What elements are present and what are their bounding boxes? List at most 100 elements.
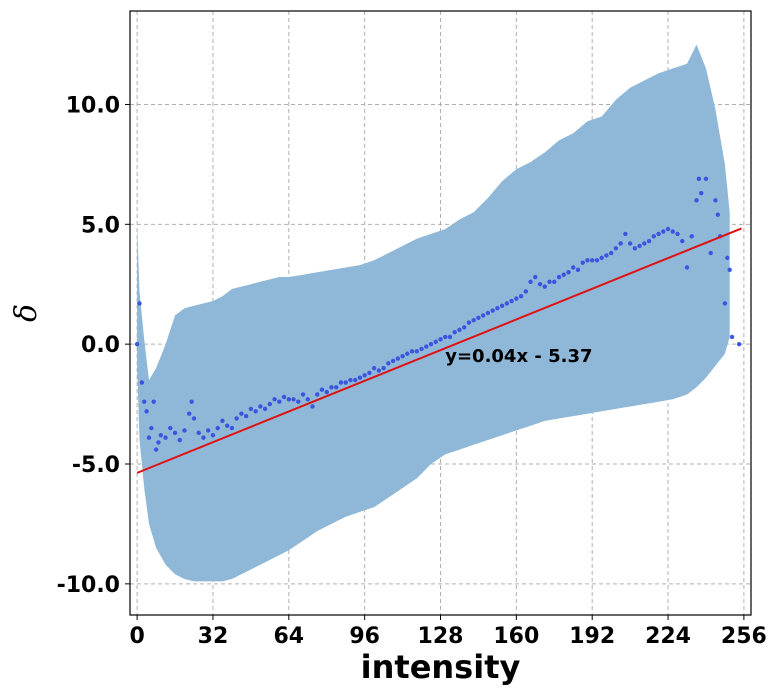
- data-point: [623, 231, 628, 237]
- data-point: [604, 253, 609, 258]
- data-point: [172, 430, 178, 436]
- data-point: [537, 282, 543, 287]
- data-point: [680, 238, 685, 244]
- data-point: [158, 433, 164, 438]
- x-tick-label: 128: [418, 624, 464, 649]
- data-point: [291, 397, 296, 402]
- data-point: [371, 365, 377, 371]
- data-point: [457, 327, 462, 332]
- data-point: [665, 226, 671, 232]
- data-point: [613, 246, 619, 251]
- x-tick-label: 256: [721, 624, 767, 649]
- data-point: [395, 356, 401, 361]
- data-point: [696, 176, 702, 181]
- data-point: [248, 406, 254, 412]
- x-tick-label: 224: [645, 624, 691, 649]
- data-point: [381, 365, 386, 371]
- data-point: [736, 341, 742, 347]
- data-point: [215, 425, 220, 431]
- data-point: [409, 349, 415, 354]
- data-point: [708, 250, 713, 256]
- data-point: [552, 279, 557, 285]
- data-point: [272, 397, 277, 402]
- data-point: [504, 301, 510, 306]
- data-point: [324, 389, 329, 395]
- data-point: [675, 231, 680, 237]
- data-point: [390, 358, 396, 364]
- data-point: [281, 394, 287, 400]
- data-point: [462, 325, 467, 330]
- data-point: [727, 267, 732, 273]
- data-point: [509, 298, 514, 304]
- x-tick-label: 160: [493, 624, 539, 649]
- data-point: [357, 375, 363, 380]
- x-axis-label: intensity: [361, 648, 521, 686]
- data-point: [296, 399, 301, 404]
- data-point: [201, 435, 206, 440]
- data-point: [134, 341, 140, 347]
- y-tick-label: 5.0: [81, 213, 120, 238]
- data-point: [258, 404, 263, 409]
- fit-line: [136, 227, 742, 474]
- confidence-band: [137, 44, 730, 582]
- data-point: [348, 377, 353, 383]
- data-point: [542, 284, 547, 289]
- data-point: [495, 306, 500, 311]
- data-point: [206, 428, 211, 433]
- data-point: [300, 392, 306, 397]
- data-point: [319, 387, 325, 392]
- x-tick-label: 0: [129, 624, 144, 649]
- data-point: [243, 413, 249, 419]
- data-point: [528, 279, 533, 285]
- data-point: [329, 385, 334, 390]
- data-point: [414, 349, 419, 354]
- data-points: [134, 176, 742, 452]
- data-point: [618, 241, 623, 246]
- data-point: [490, 308, 495, 313]
- data-point: [656, 231, 661, 237]
- data-point: [499, 303, 505, 309]
- data-point: [153, 447, 159, 452]
- data-point: [699, 190, 704, 196]
- data-point: [428, 341, 434, 347]
- y-tick-label: 10.0: [66, 93, 120, 118]
- data-point: [224, 423, 230, 428]
- x-axis-ticks: 0 32 64 96 128 160 192 224 256: [129, 615, 767, 649]
- data-point: [177, 437, 182, 443]
- data-point: [424, 344, 429, 349]
- data-point: [689, 234, 694, 239]
- data-point: [523, 289, 529, 294]
- data-point: [229, 425, 235, 431]
- data-point: [187, 411, 192, 416]
- data-point: [286, 397, 292, 402]
- data-point: [466, 320, 472, 325]
- y-tick-label: 0.0: [81, 333, 120, 358]
- data-point: [137, 301, 142, 306]
- data-point: [651, 234, 657, 239]
- data-point: [151, 399, 156, 404]
- data-point: [715, 212, 721, 217]
- data-point: [627, 241, 633, 246]
- data-point: [234, 416, 239, 421]
- data-point: [561, 272, 566, 277]
- data-point: [608, 250, 614, 256]
- data-point: [694, 198, 699, 203]
- data-point: [338, 380, 344, 385]
- data-point: [139, 380, 145, 385]
- data-point: [632, 246, 638, 251]
- data-point: [438, 337, 443, 342]
- data-point: [580, 260, 585, 265]
- data-point: [305, 397, 310, 402]
- data-point: [210, 433, 216, 438]
- data-point: [386, 361, 391, 366]
- data-point: [646, 238, 652, 244]
- fit-equation-label: y=0.04x - 5.37: [445, 346, 592, 367]
- y-axis-ticks: -10.0 -5.0 0.0 5.0 10.0: [57, 93, 130, 598]
- data-point: [599, 255, 604, 261]
- data-point: [480, 313, 486, 318]
- y-axis-label: δ: [9, 304, 44, 322]
- data-point: [447, 334, 453, 340]
- data-point: [485, 310, 491, 316]
- data-point: [146, 435, 152, 440]
